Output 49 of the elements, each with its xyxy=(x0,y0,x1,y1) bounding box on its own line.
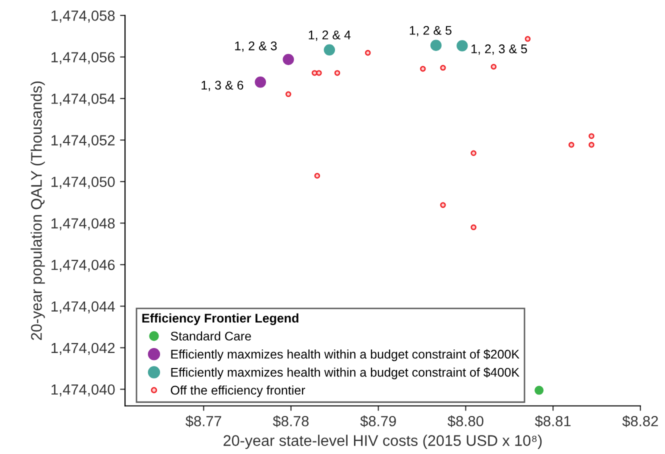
point xyxy=(420,66,426,72)
point xyxy=(440,64,446,71)
x-tick-label: $8.79 xyxy=(360,415,396,428)
y-tick-label: 1,474,048 xyxy=(52,218,115,230)
point xyxy=(316,70,322,76)
point xyxy=(490,64,497,70)
point xyxy=(314,172,320,179)
y-axis-title: 20-year population QALY (Thousands) xyxy=(30,82,45,340)
legend-title: Efficiency Frontier Legend xyxy=(142,313,298,326)
point xyxy=(588,142,594,148)
x-tick-label: $8.77 xyxy=(186,415,222,428)
y-tick-label: 1,474,058 xyxy=(52,10,115,23)
point xyxy=(470,150,476,156)
point xyxy=(324,44,336,56)
point xyxy=(588,133,594,139)
annotation: 1, 2 & 5 xyxy=(410,26,452,36)
y-tick-label: 1,474,056 xyxy=(52,52,115,64)
y-tick-label: 1,474,046 xyxy=(52,260,115,272)
point xyxy=(568,142,574,148)
legend-label: Off the efficiency frontier xyxy=(170,385,306,398)
annotation: 1, 2 & 4 xyxy=(308,30,351,41)
point xyxy=(524,36,531,42)
x-tick-label: $8.81 xyxy=(534,415,571,428)
y-tick-label: 1,474,054 xyxy=(52,94,115,106)
point xyxy=(254,76,266,88)
legend-label: Efficiently maxmizes health within a budget constraint of $400K xyxy=(171,367,520,380)
y-tick-label: 1,474,042 xyxy=(52,342,115,355)
annotation: 1, 3 & 6 xyxy=(202,80,244,92)
annotation: 1, 2, 3 & 5 xyxy=(471,44,527,55)
y-tick-label: 1,474,050 xyxy=(52,176,115,189)
point xyxy=(534,386,544,395)
point xyxy=(470,224,476,230)
point xyxy=(440,202,446,208)
annotation: 1, 2 & 3 xyxy=(235,41,277,52)
x-tick-label: $8.82 xyxy=(622,415,658,428)
x-axis-title: 20-year state-level HIV costs (2015 USD x 10⁸) xyxy=(224,434,542,449)
y-tick-label: 1,474,040 xyxy=(52,384,115,396)
point xyxy=(430,40,442,51)
legend-label: Standard Care xyxy=(170,331,251,341)
legend-label: Efficiently maxmizes health within a budget constraint of $200K xyxy=(171,349,520,362)
point xyxy=(456,40,468,52)
point xyxy=(282,54,294,66)
point xyxy=(364,50,371,56)
x-tick-label: $8.78 xyxy=(272,415,309,428)
x-tick-label: $8.80 xyxy=(448,415,484,428)
point xyxy=(334,70,340,76)
point xyxy=(285,91,292,98)
y-tick-label: 1,474,052 xyxy=(52,135,115,148)
y-tick-label: 1,474,044 xyxy=(52,301,115,314)
